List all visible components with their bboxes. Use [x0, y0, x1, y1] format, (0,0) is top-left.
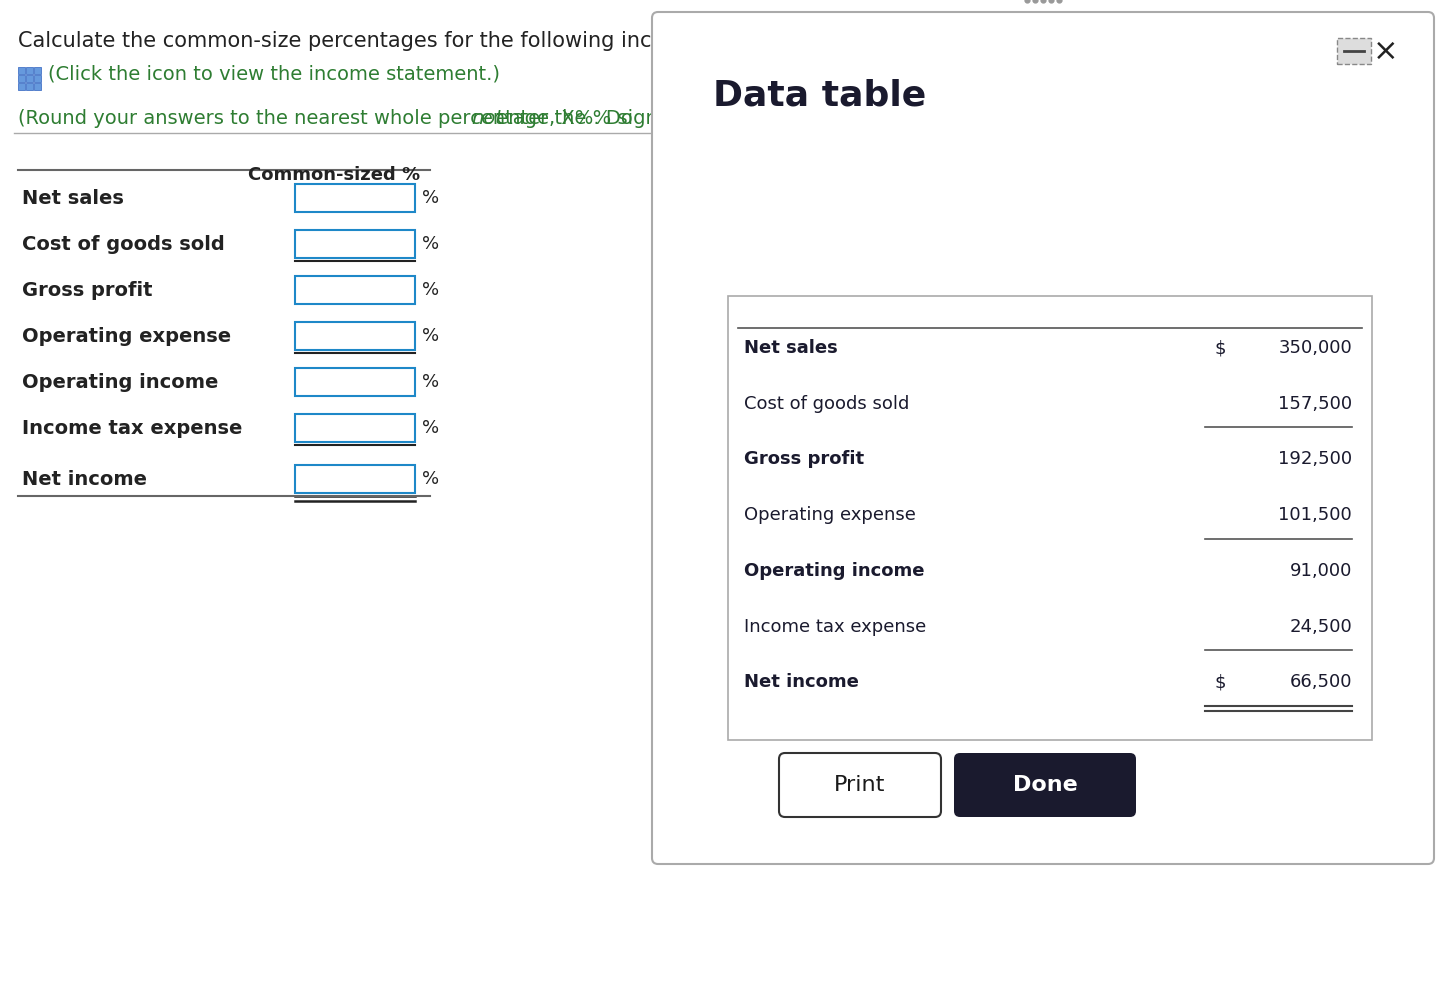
- FancyBboxPatch shape: [35, 75, 40, 82]
- FancyBboxPatch shape: [26, 75, 33, 82]
- Text: Cost of goods sold: Cost of goods sold: [744, 394, 910, 412]
- FancyBboxPatch shape: [296, 368, 415, 396]
- FancyBboxPatch shape: [26, 83, 33, 90]
- FancyBboxPatch shape: [17, 75, 25, 82]
- Text: %: %: [423, 235, 440, 253]
- Text: Cost of goods sold: Cost of goods sold: [22, 234, 225, 254]
- Text: %: %: [423, 281, 440, 299]
- Text: 24,500: 24,500: [1289, 618, 1353, 636]
- Text: Data table: Data table: [712, 78, 926, 112]
- Text: ×: ×: [1373, 36, 1399, 65]
- Text: Done: Done: [1012, 775, 1077, 795]
- Text: 192,500: 192,500: [1278, 451, 1353, 469]
- Text: %: %: [423, 470, 440, 488]
- Text: %: %: [423, 373, 440, 391]
- Text: (Click the icon to view the income statement.): (Click the icon to view the income state…: [48, 64, 500, 83]
- Text: $: $: [1216, 339, 1227, 357]
- Text: Net sales: Net sales: [22, 188, 124, 207]
- Text: Net income: Net income: [22, 470, 147, 489]
- Text: %: %: [423, 327, 440, 345]
- FancyBboxPatch shape: [296, 414, 415, 442]
- FancyBboxPatch shape: [955, 753, 1136, 817]
- FancyBboxPatch shape: [296, 230, 415, 258]
- Text: 350,000: 350,000: [1278, 339, 1353, 357]
- FancyBboxPatch shape: [296, 184, 415, 212]
- Text: Gross profit: Gross profit: [22, 281, 153, 300]
- FancyBboxPatch shape: [17, 83, 25, 90]
- Text: $: $: [1216, 673, 1227, 691]
- FancyBboxPatch shape: [779, 753, 942, 817]
- FancyBboxPatch shape: [17, 67, 25, 74]
- Text: 66,500: 66,500: [1289, 673, 1353, 691]
- FancyBboxPatch shape: [35, 83, 40, 90]
- Text: %: %: [423, 420, 440, 437]
- Text: not: not: [472, 109, 503, 128]
- Text: (Round your answers to the nearest whole percentage, X%. Do: (Round your answers to the nearest whole…: [17, 109, 639, 128]
- Text: %: %: [423, 189, 440, 207]
- Text: Operating income: Operating income: [22, 372, 218, 391]
- Text: Net sales: Net sales: [744, 339, 838, 357]
- Text: Gross profit: Gross profit: [744, 451, 864, 469]
- FancyBboxPatch shape: [296, 276, 415, 304]
- Text: Common-sized %: Common-sized %: [248, 166, 420, 184]
- Text: 157,500: 157,500: [1278, 394, 1353, 412]
- Text: Operating expense: Operating expense: [22, 327, 231, 345]
- Text: Operating expense: Operating expense: [744, 506, 916, 524]
- FancyBboxPatch shape: [296, 322, 415, 350]
- FancyBboxPatch shape: [35, 67, 40, 74]
- Text: Calculate the common-size percentages for the following income statement:: Calculate the common-size percentages fo…: [17, 31, 818, 51]
- Text: Income tax expense: Income tax expense: [22, 418, 242, 438]
- FancyBboxPatch shape: [296, 465, 415, 493]
- Text: Print: Print: [835, 775, 885, 795]
- Text: Income tax expense: Income tax expense: [744, 618, 926, 636]
- Text: Net income: Net income: [744, 673, 859, 691]
- Text: enter the % sign into the input fields.): enter the % sign into the input fields.): [490, 109, 870, 128]
- Text: 91,000: 91,000: [1289, 562, 1353, 579]
- FancyBboxPatch shape: [26, 67, 33, 74]
- FancyBboxPatch shape: [652, 12, 1433, 864]
- FancyBboxPatch shape: [728, 296, 1371, 740]
- Text: Operating income: Operating income: [744, 562, 924, 579]
- FancyBboxPatch shape: [1337, 38, 1371, 64]
- Text: 101,500: 101,500: [1278, 506, 1353, 524]
